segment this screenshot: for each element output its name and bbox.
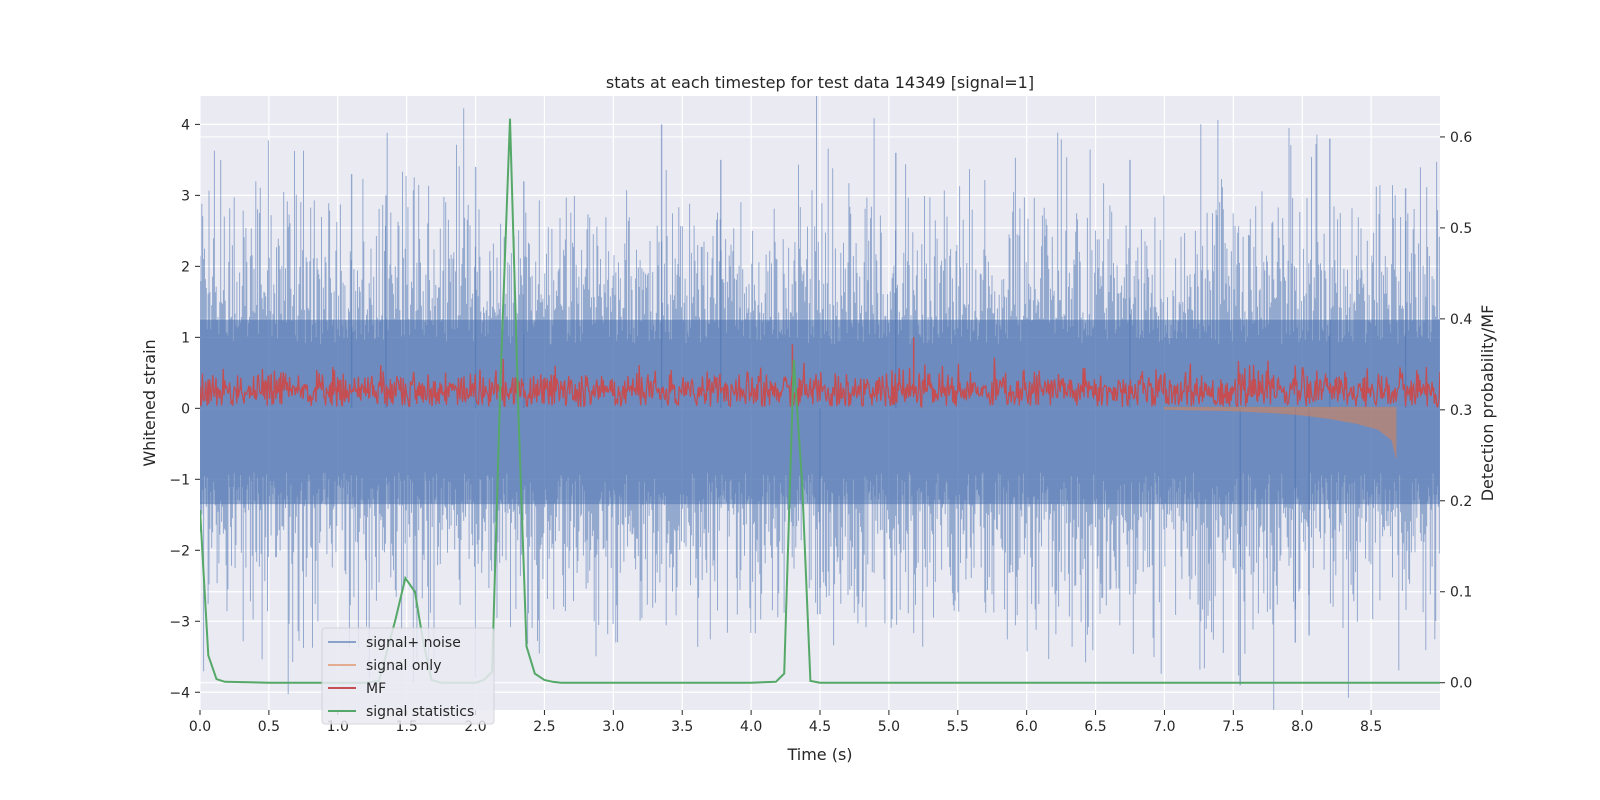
y-right-tick-label: 0.6 <box>1450 130 1472 146</box>
y-axis-label-left: Whitened strain <box>140 339 159 466</box>
x-tick-label: 8.0 <box>1291 719 1313 735</box>
x-tick-label: 3.0 <box>602 719 624 735</box>
y-right-tick-label: 0.5 <box>1450 221 1472 237</box>
legend-label: MF <box>366 681 386 697</box>
x-tick-label: 4.0 <box>740 719 762 735</box>
legend-label: signal only <box>366 658 441 674</box>
y-left-tick-label: 2 <box>181 259 190 275</box>
x-tick-label: 0.0 <box>189 719 211 735</box>
mf-line <box>200 357 1440 409</box>
signal-noise-peaks <box>350 124 1407 686</box>
y-right-tick-label: 0.2 <box>1450 494 1472 510</box>
y-right-tick-label: 0.4 <box>1450 312 1472 328</box>
y-left-tick-label: −4 <box>169 685 190 701</box>
y-left-tick-label: 1 <box>181 330 190 346</box>
y-left-tick-label: −2 <box>169 543 190 559</box>
x-axis-label: Time (s) <box>786 745 852 764</box>
y-left-tick-label: 3 <box>181 188 190 204</box>
x-tick-label: 4.5 <box>809 719 831 735</box>
x-tick-label: 6.0 <box>1016 719 1038 735</box>
x-tick-label: 2.5 <box>533 719 555 735</box>
legend-label: signal+ noise <box>366 635 461 651</box>
plot-series <box>200 96 1440 710</box>
y-right-tick-label: 0.3 <box>1450 403 1472 419</box>
x-tick-label: 3.5 <box>671 719 693 735</box>
x-tick-label: 5.0 <box>878 719 900 735</box>
axes: 0.0 0.5 1.0 1.5 2.0 2.5 3.0 3.5 4.0 4.5 5.0 5.5 6.0 6… <box>169 117 1472 735</box>
series-signal-only <box>1163 406 1397 458</box>
signal-only-line <box>1163 406 1397 458</box>
x-tick-label: 7.5 <box>1222 719 1244 735</box>
y-left-tick-label: −1 <box>169 472 190 488</box>
x-tick-label: 6.5 <box>1084 719 1106 735</box>
legend-label: signal statistics <box>366 704 474 720</box>
series-signal-noise <box>200 96 1440 710</box>
x-tick-label: 0.5 <box>258 719 280 735</box>
y-left-tick-label: −3 <box>169 614 190 630</box>
legend: signal+ noise signal only MF signal statist… <box>321 627 495 725</box>
x-tick-label: 7.0 <box>1153 719 1175 735</box>
y-right-tick-label: 0.1 <box>1450 585 1472 601</box>
y-left-tick-label: 4 <box>181 117 190 133</box>
y-left-tick-label: 0 <box>181 401 190 417</box>
chart-title: stats at each timestep for test data 143… <box>606 73 1034 92</box>
legend-box <box>321 627 495 725</box>
y-right-tick-label: 0.0 <box>1450 676 1472 692</box>
x-tick-label: 8.5 <box>1360 719 1382 735</box>
y-axis-label-right: Detection probability/MF <box>1478 305 1497 502</box>
x-tick-label: 5.5 <box>947 719 969 735</box>
